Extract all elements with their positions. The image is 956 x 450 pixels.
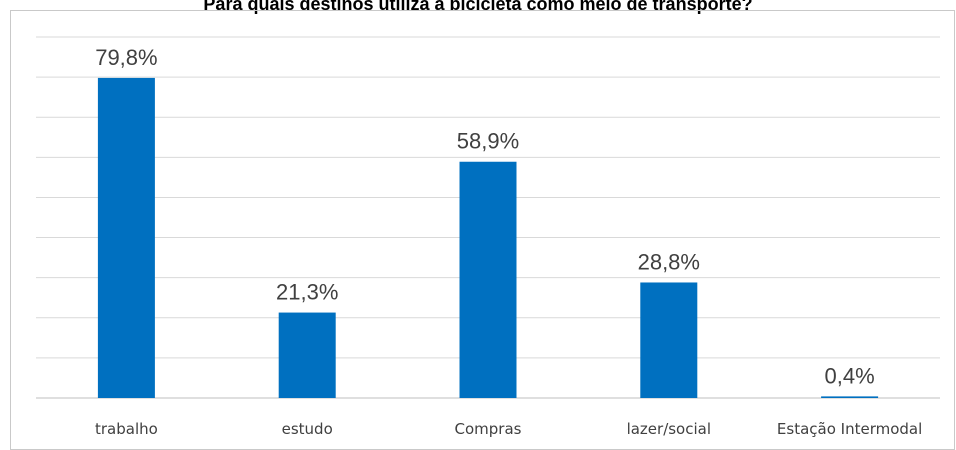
bar-chart: 79,8% trabalho 21,3% estudo 58,9% Compras 28,8… — [36, 36, 940, 438]
category-label-2: Compras — [455, 420, 522, 438]
data-label-3: 28,8% — [638, 249, 700, 274]
category-label-4: Estação Intermodal — [777, 420, 922, 438]
category-label-3: lazer/social — [627, 420, 711, 438]
category-label-1: estudo — [282, 420, 333, 438]
bar-4 — [821, 396, 879, 398]
data-label-2: 58,9% — [457, 129, 519, 154]
bar-2 — [459, 161, 517, 398]
bar-0 — [97, 77, 155, 398]
bar-3 — [640, 282, 698, 398]
category-label-0: trabalho — [95, 420, 158, 438]
chart-container: Para quais destinos utiliza a bicicleta … — [10, 0, 955, 450]
data-label-1: 21,3% — [276, 280, 338, 305]
bar-1 — [278, 312, 336, 398]
data-label-0: 79,8% — [95, 45, 157, 70]
data-label-4: 0,4% — [825, 363, 875, 388]
